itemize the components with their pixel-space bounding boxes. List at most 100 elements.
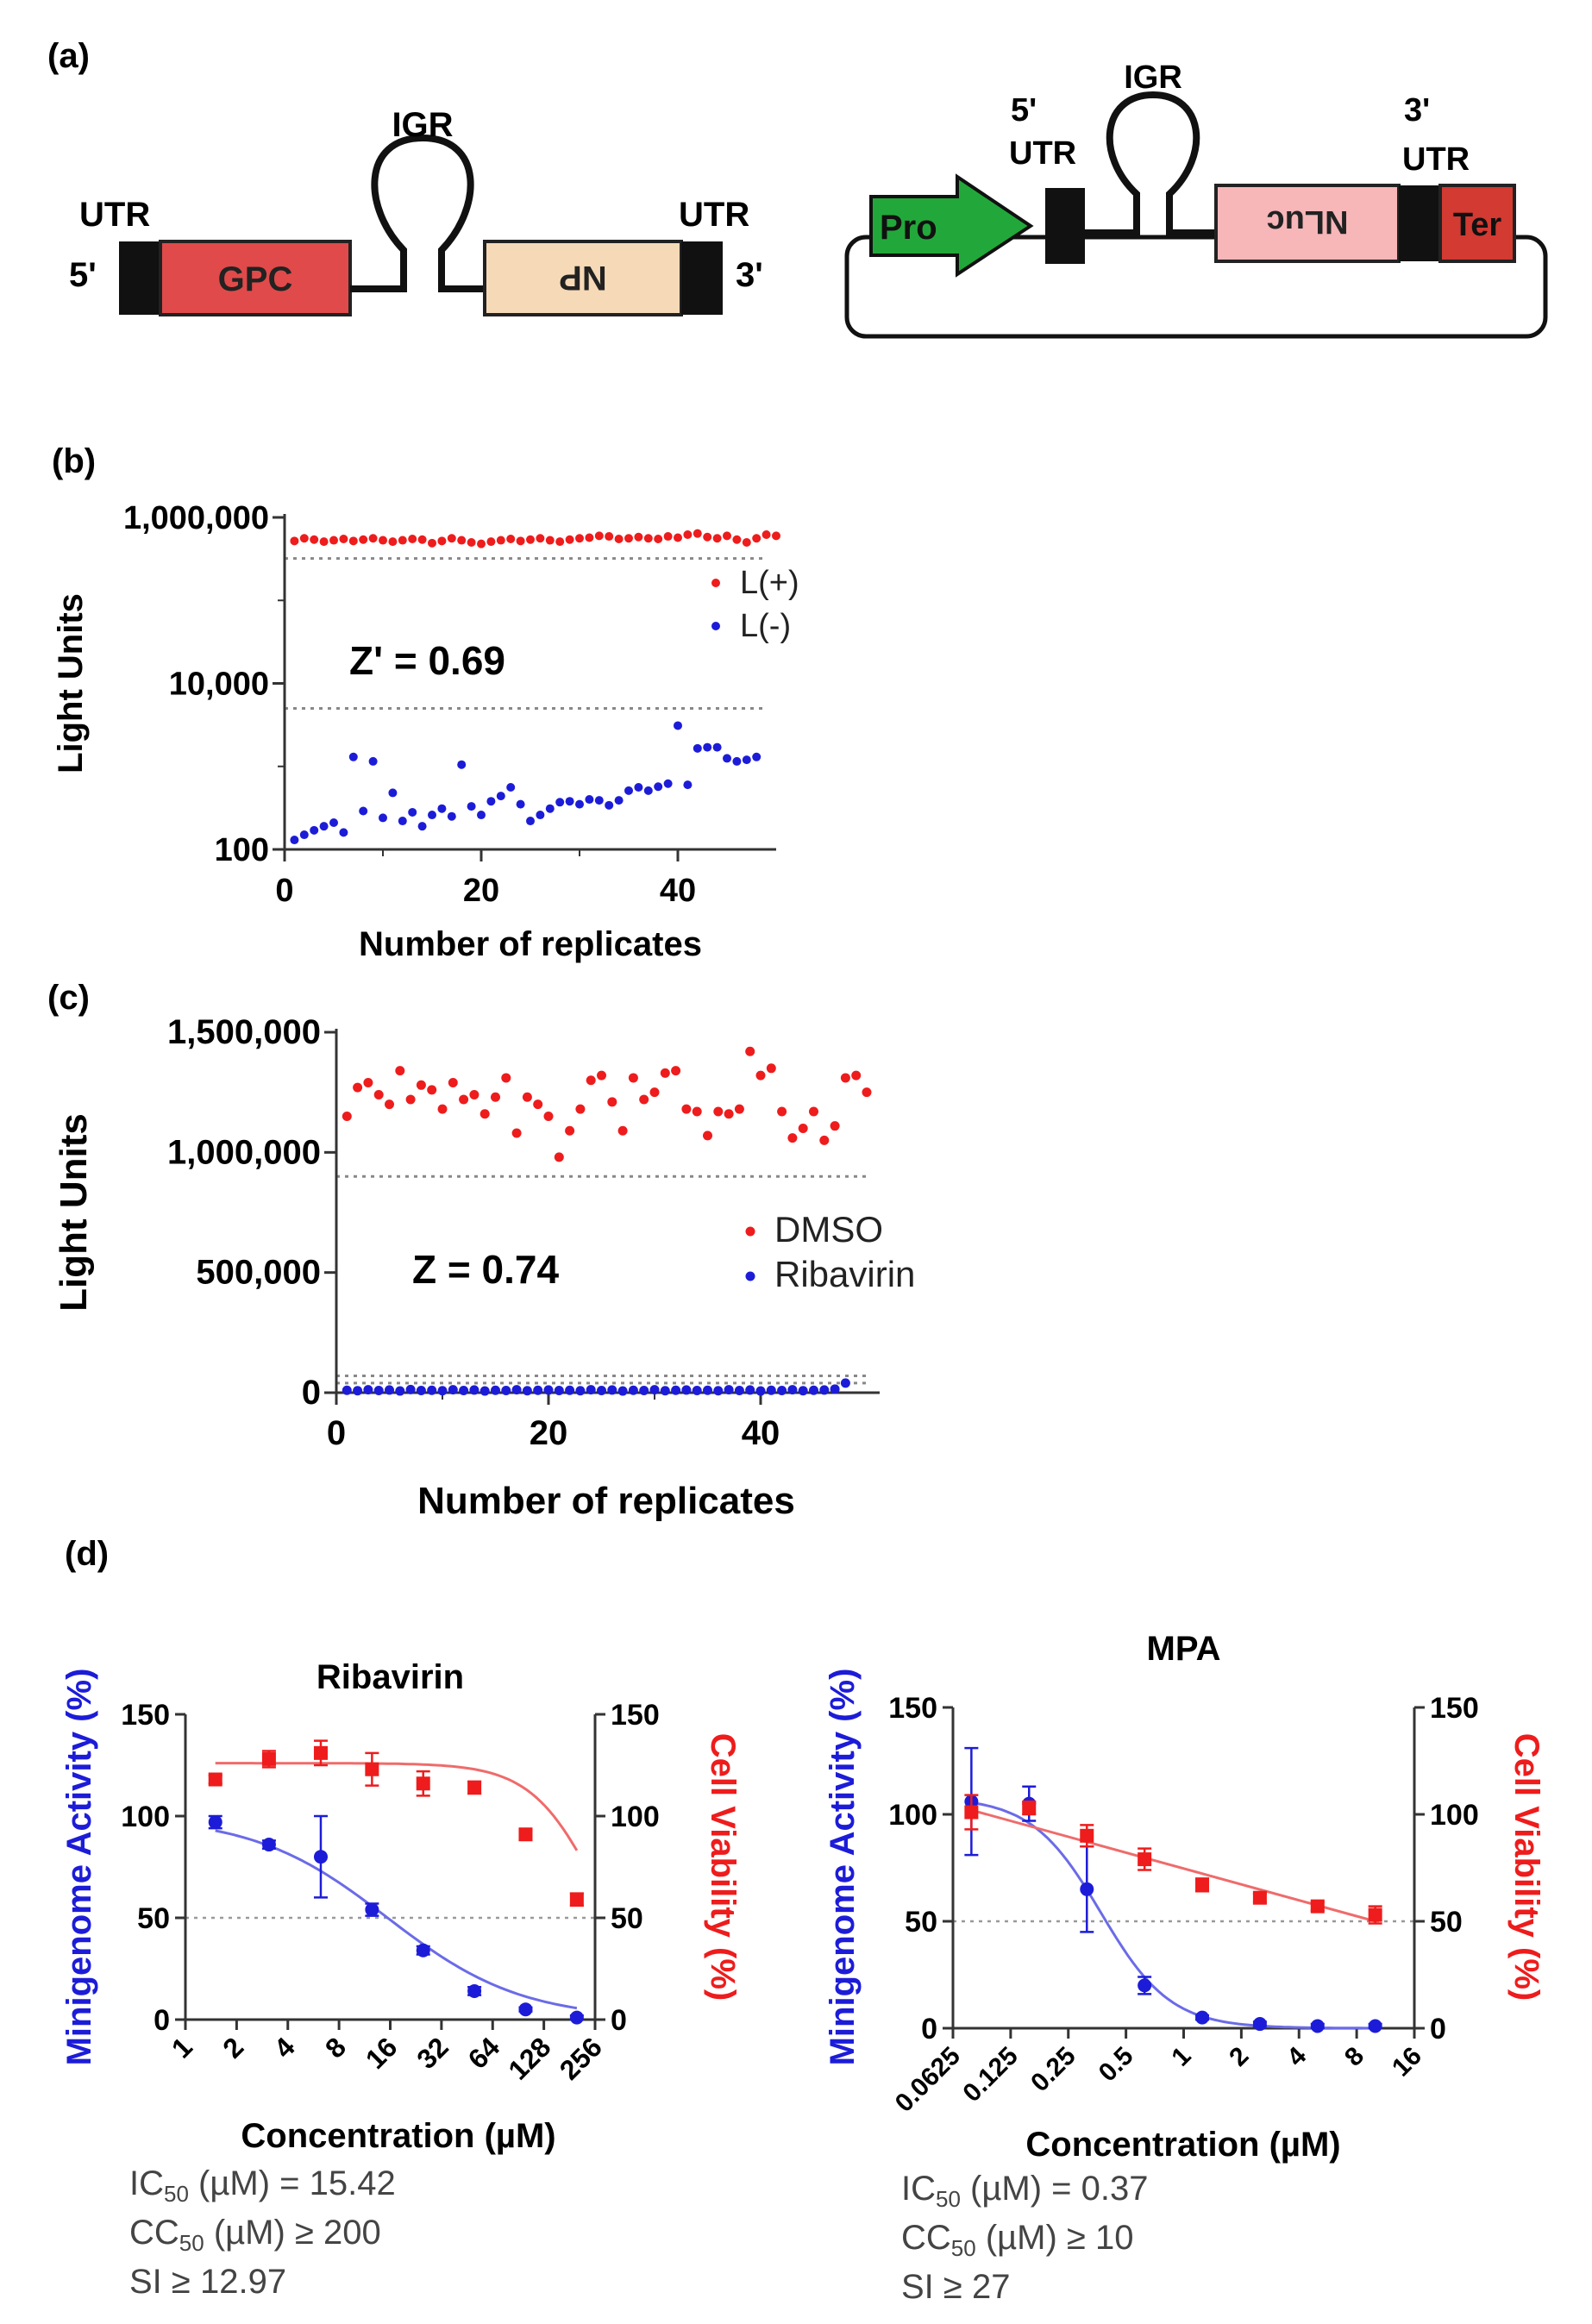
data-point-dmso [724, 1109, 734, 1119]
data-point-viability [1252, 1890, 1267, 1905]
chart-d1: Ribavirin 0 0 50 50 100 100 150 150 1 2 4 8 16 32 64128… [60, 1658, 742, 2155]
data-point-dmso [543, 1112, 554, 1122]
left-y-axis-label: Minigenome Activity (%) [60, 1669, 98, 2066]
data-point-l [536, 534, 545, 543]
data-point-dmso [342, 1112, 352, 1122]
data-point-ribavirin [459, 1385, 469, 1395]
data-point-l [310, 535, 319, 544]
data-point-l [359, 806, 368, 816]
five-prime-label-right: 5' [1011, 92, 1037, 128]
data-point-l [555, 537, 565, 547]
data-point-dmso [405, 1094, 416, 1105]
data-point-l [496, 792, 505, 801]
left-y-tick-label: 50 [905, 1906, 937, 1939]
data-point-ribavirin [575, 1386, 586, 1396]
data-point-ribavirin [777, 1385, 787, 1395]
data-point-l [693, 529, 702, 538]
x-tick-label: 1 [1166, 2042, 1196, 2072]
x-tick-label: 20 [463, 873, 499, 909]
data-point-dmso [437, 1104, 448, 1114]
fit-curve [215, 1829, 578, 2010]
data-point-viability [518, 1827, 533, 1842]
data-point-l [339, 534, 348, 543]
x-tick-label: 16 [360, 2031, 404, 2075]
utr-right-label: UTR [679, 196, 749, 234]
data-point-ribavirin [353, 1386, 363, 1396]
legend-label: L(-) [740, 608, 791, 644]
data-point-ribavirin [830, 1384, 840, 1394]
data-point-dmso [755, 1070, 766, 1081]
y-tick-label: 500,000 [196, 1254, 321, 1292]
data-point-dmso [787, 1133, 798, 1143]
data-point-l [398, 817, 407, 826]
data-point-l [388, 788, 398, 798]
data-point-viability [1195, 1877, 1210, 1892]
data-point-l [565, 797, 574, 806]
gpc-box [159, 240, 352, 316]
data-point-ribavirin [787, 1385, 798, 1395]
data-point-l [359, 535, 368, 544]
x-tick-label: 64 [462, 2031, 506, 2075]
data-point-ribavirin [469, 1385, 479, 1395]
data-point-ribavirin [342, 1385, 352, 1395]
legend-marker [745, 1271, 755, 1281]
data-point-l [772, 531, 780, 541]
data-point-activity [261, 1838, 276, 1852]
data-point-ribavirin [491, 1385, 500, 1395]
data-point-ribavirin [671, 1385, 681, 1395]
data-point-ribavirin [543, 1385, 554, 1395]
data-point-dmso [479, 1109, 490, 1119]
data-point-l [723, 754, 731, 763]
data-point-l [565, 535, 574, 544]
right-y-tick-label: 50 [611, 1902, 643, 1935]
data-point-activity [365, 1902, 379, 1917]
data-point-l [516, 536, 525, 546]
x-tick-label: 0 [327, 1414, 346, 1452]
data-point-l [379, 536, 387, 545]
data-point-l [703, 742, 712, 752]
igr-hairpin [350, 134, 485, 292]
data-point-viability [964, 1805, 979, 1820]
x-axis-label: Concentration (µM) [241, 2117, 555, 2155]
x-axis-label: Number of replicates [359, 925, 702, 963]
data-point-l [752, 752, 762, 761]
igr-label-right: IGR [1124, 60, 1182, 96]
data-point-l [457, 536, 467, 545]
data-point-l [594, 796, 604, 805]
right-y-tick-label: 100 [1430, 1799, 1479, 1832]
y-tick-label: 1,000,000 [167, 1133, 321, 1171]
data-point-dmso [628, 1073, 638, 1083]
x-tick-label: 256 [554, 2031, 608, 2085]
data-point-dmso [554, 1152, 564, 1162]
data-point-l [447, 534, 456, 543]
data-point-dmso [427, 1085, 437, 1095]
z-annotation: Z = 0.74 [412, 1247, 559, 1292]
x-tick-label: 32 [411, 2031, 454, 2075]
data-point-l [408, 534, 417, 543]
data-point-l [437, 804, 447, 813]
data-point-viability [1138, 1852, 1152, 1867]
data-point-l [447, 811, 456, 821]
utr3-label: UTR [1402, 141, 1470, 178]
data-point-ribavirin [734, 1385, 744, 1395]
data-point-dmso [617, 1125, 628, 1136]
x-tick-label: 0.0625 [890, 2042, 966, 2118]
left-y-tick-label: 0 [154, 2004, 170, 2037]
x-tick-label: 40 [660, 873, 696, 909]
stats-d1: IC50 (µM) = 15.42 CC50 (µM) ≥ 200 SI ≥ 1… [129, 2164, 396, 2301]
data-point-activity [416, 1943, 430, 1958]
left-y-tick-label: 100 [121, 1801, 170, 1833]
data-point-dmso [385, 1099, 394, 1110]
five-prime-label: 5' [69, 256, 97, 294]
left-y-tick-label: 0 [921, 2013, 937, 2045]
data-point-ribavirin [692, 1385, 702, 1395]
data-point-activity [1138, 1978, 1152, 1993]
data-point-ribavirin [660, 1386, 670, 1396]
data-point-viability [1368, 1907, 1382, 1922]
data-point-ribavirin [448, 1385, 458, 1395]
data-point-l [752, 534, 762, 543]
data-point-activity [1080, 1882, 1094, 1896]
data-point-l [408, 807, 417, 817]
